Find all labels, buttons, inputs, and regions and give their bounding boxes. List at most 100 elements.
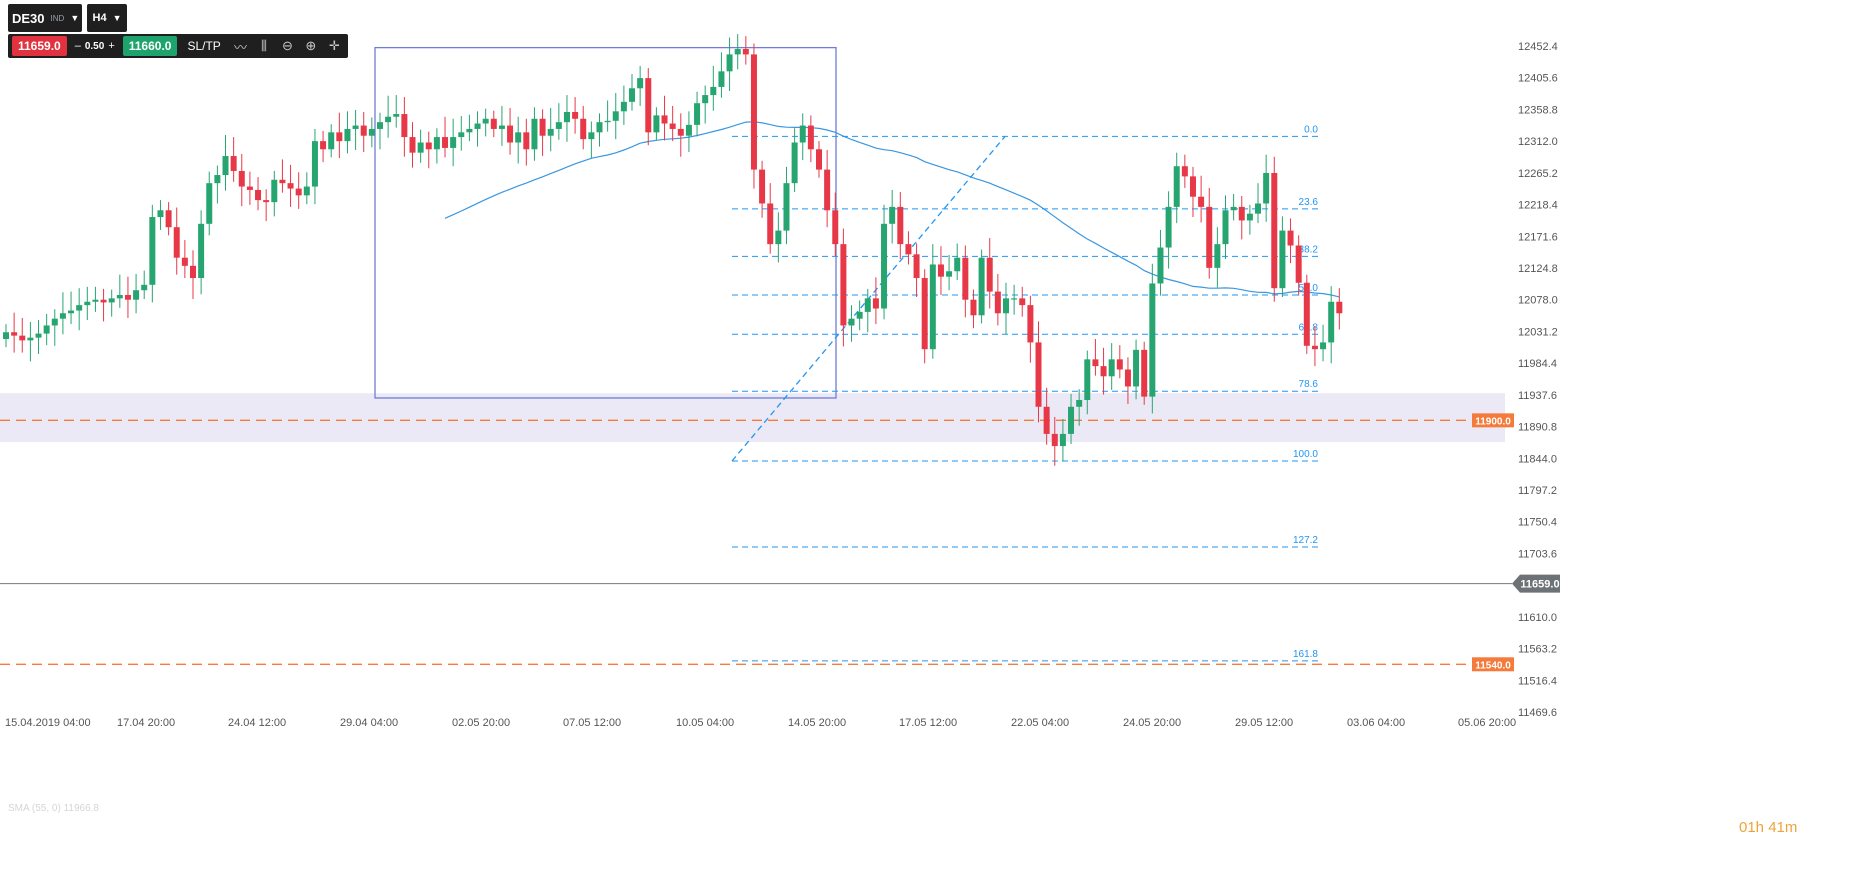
candle-body xyxy=(336,132,343,142)
candle xyxy=(27,322,34,362)
candle-body xyxy=(1181,166,1188,177)
candle-body xyxy=(409,137,416,153)
candle-body xyxy=(1206,206,1213,268)
candle xyxy=(1206,187,1213,279)
candle xyxy=(238,154,245,207)
candle-body xyxy=(1214,244,1221,268)
candle-body xyxy=(360,125,367,136)
buy-button[interactable]: 11660.0 xyxy=(122,36,178,56)
candle-body xyxy=(1116,359,1123,370)
candle xyxy=(352,109,359,150)
candle xyxy=(1287,218,1294,264)
candle-body xyxy=(287,183,294,189)
candle xyxy=(881,204,888,320)
y-tick-label: 11750.4 xyxy=(1518,517,1557,529)
candle-body xyxy=(189,265,196,279)
candle xyxy=(157,200,164,230)
line-chart-icon[interactable]: 〰 xyxy=(234,39,248,55)
candle-body xyxy=(718,71,725,87)
candle xyxy=(588,121,595,159)
timeframe-selector[interactable]: H4 ▼ xyxy=(87,4,127,32)
candle-body xyxy=(482,118,489,124)
candle xyxy=(791,128,798,192)
indicators-icon[interactable]: ⫼ xyxy=(260,38,267,53)
candle xyxy=(669,105,676,142)
candle xyxy=(214,165,221,204)
candle-body xyxy=(840,244,847,326)
candle xyxy=(1271,156,1278,302)
sell-button[interactable]: 11659.0 xyxy=(12,36,67,56)
candle-body xyxy=(1271,172,1278,289)
candle-body xyxy=(783,183,790,231)
candle xyxy=(1328,286,1335,364)
candle-body xyxy=(1255,203,1262,214)
candle xyxy=(458,116,465,151)
zoom-out-icon[interactable]: ⊖ xyxy=(281,38,293,53)
candle-body xyxy=(1165,206,1172,248)
candle-body xyxy=(1149,283,1156,397)
candle-body xyxy=(515,132,522,143)
candle xyxy=(864,288,871,333)
candle xyxy=(173,207,180,275)
candle xyxy=(929,244,936,359)
candle xyxy=(92,286,99,312)
candle-body xyxy=(1198,196,1205,207)
candle xyxy=(230,137,237,182)
candle xyxy=(750,43,757,189)
candle xyxy=(1027,295,1034,363)
candle xyxy=(1320,324,1327,362)
candle-body xyxy=(474,123,481,129)
candle-body xyxy=(401,114,408,138)
x-tick-label: 17.05 12:00 xyxy=(899,717,957,729)
candle xyxy=(694,91,701,137)
candle xyxy=(629,74,636,111)
candle-body xyxy=(157,210,164,218)
candle xyxy=(68,291,75,325)
candle xyxy=(474,111,481,147)
candle xyxy=(189,250,196,300)
candle xyxy=(759,160,766,218)
candle-body xyxy=(181,257,188,266)
candle-body xyxy=(937,264,944,277)
candle xyxy=(133,273,140,314)
y-tick-label: 11469.6 xyxy=(1518,707,1557,719)
candle-body xyxy=(27,337,34,341)
candle xyxy=(563,95,570,142)
highlight-rectangle[interactable] xyxy=(374,46,837,399)
volume-decrease-button[interactable]: – xyxy=(74,40,81,52)
candle-body xyxy=(1092,359,1099,367)
candle xyxy=(344,111,351,154)
candle xyxy=(531,107,538,161)
timeframe-label: H4 xyxy=(92,12,107,24)
current-price-label: 11659.0 xyxy=(1520,579,1559,591)
candle xyxy=(742,36,749,65)
candle-body xyxy=(1059,433,1066,447)
crosshair-icon[interactable]: ✛ xyxy=(328,38,340,53)
sltp-button[interactable]: SL/TP xyxy=(187,39,221,53)
symbol-selector[interactable]: DE30 IND ▼ xyxy=(8,4,82,32)
candle-body xyxy=(466,128,473,133)
horizontal-levels[interactable]: 11900.0 11540.0 xyxy=(0,413,1514,672)
candle xyxy=(1084,350,1091,415)
candle xyxy=(572,97,579,134)
y-tick-label: 12078.0 xyxy=(1518,295,1558,307)
candle-body xyxy=(1238,206,1245,221)
candle xyxy=(385,95,392,138)
candle-body xyxy=(1027,305,1034,343)
volume-stepper[interactable]: – 0.50 + xyxy=(71,40,119,52)
candle-body xyxy=(368,128,375,136)
candle xyxy=(124,276,131,319)
candle xyxy=(1059,418,1066,461)
candle-body xyxy=(19,335,26,341)
candle-body xyxy=(791,142,798,184)
candle xyxy=(1238,196,1245,240)
volume-increase-button[interactable]: + xyxy=(108,40,115,52)
x-tick-label: 03.06 04:00 xyxy=(1347,717,1405,729)
candle-body xyxy=(352,125,359,129)
volume-value[interactable]: 0.50 xyxy=(84,40,105,52)
horizontal-level-tag xyxy=(1472,413,1514,428)
candle xyxy=(287,164,294,207)
zoom-in-icon[interactable]: ⊕ xyxy=(305,38,317,53)
